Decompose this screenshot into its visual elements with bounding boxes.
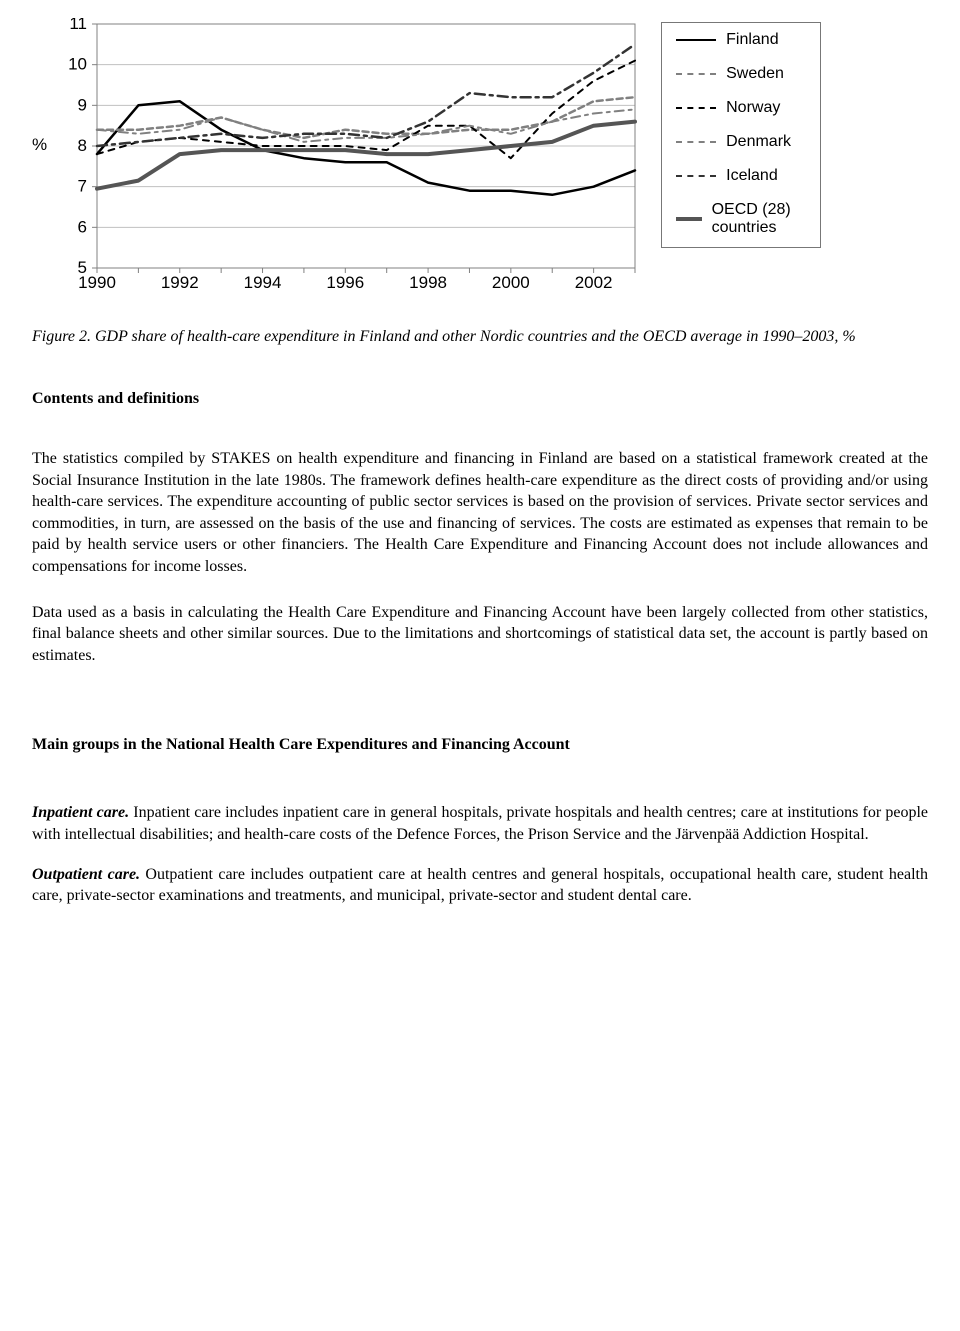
legend-label: Sweden <box>726 65 784 83</box>
legend-swatch <box>676 217 701 221</box>
legend-label: Denmark <box>726 133 791 151</box>
line-chart: 5678910111990199219941996199820002002 <box>53 18 643 294</box>
figure-caption: Figure 2. GDP share of health-care expen… <box>32 328 928 346</box>
svg-text:1998: 1998 <box>409 273 447 292</box>
svg-text:7: 7 <box>78 177 87 196</box>
svg-text:6: 6 <box>78 217 87 236</box>
legend-item: Finland <box>676 31 806 49</box>
legend-swatch <box>676 107 716 109</box>
paragraph-2: Data used as a basis in calculating the … <box>32 602 928 667</box>
svg-text:1992: 1992 <box>161 273 199 292</box>
outpatient-care-text: Outpatient care includes outpatient care… <box>32 866 928 905</box>
svg-text:1994: 1994 <box>244 273 282 292</box>
legend-swatch <box>676 175 716 177</box>
legend-label: Norway <box>726 99 780 117</box>
legend-label: Finland <box>726 31 778 49</box>
legend-swatch <box>676 141 716 143</box>
legend-item: Iceland <box>676 167 806 185</box>
svg-text:10: 10 <box>68 55 87 74</box>
inpatient-care-paragraph: Inpatient care. Inpatient care includes … <box>32 802 928 845</box>
outpatient-care-term: Outpatient care. <box>32 866 140 883</box>
svg-text:2000: 2000 <box>492 273 530 292</box>
legend-label: OECD (28) countries <box>712 201 807 237</box>
legend-swatch <box>676 39 716 41</box>
inpatient-care-term: Inpatient care. <box>32 804 129 821</box>
legend-label: Iceland <box>726 167 778 185</box>
legend-item: Norway <box>676 99 806 117</box>
svg-text:11: 11 <box>69 18 87 33</box>
chart-block: % 5678910111990199219941996199820002002 <box>32 18 643 294</box>
legend-item: OECD (28) countries <box>676 201 806 237</box>
svg-text:2002: 2002 <box>575 273 613 292</box>
svg-text:8: 8 <box>78 136 87 155</box>
section-heading-contents: Contents and definitions <box>32 390 928 408</box>
svg-text:1996: 1996 <box>327 273 365 292</box>
inpatient-care-text: Inpatient care includes inpatient care i… <box>32 804 928 843</box>
chart-legend: Finland Sweden Norway Denmark Iceland OECD (2… <box>661 22 821 248</box>
chart-and-legend-row: % 5678910111990199219941996199820002002 … <box>32 18 928 294</box>
paragraph-1: The statistics compiled by STAKES on hea… <box>32 448 928 578</box>
outpatient-care-paragraph: Outpatient care. Outpatient care include… <box>32 864 928 907</box>
legend-swatch <box>676 73 716 75</box>
y-axis-label: % <box>32 135 47 177</box>
svg-text:1990: 1990 <box>78 273 116 292</box>
svg-text:9: 9 <box>78 95 87 114</box>
legend-item: Sweden <box>676 65 806 83</box>
legend-item: Denmark <box>676 133 806 151</box>
section-heading-main-groups: Main groups in the National Health Care … <box>32 736 928 754</box>
